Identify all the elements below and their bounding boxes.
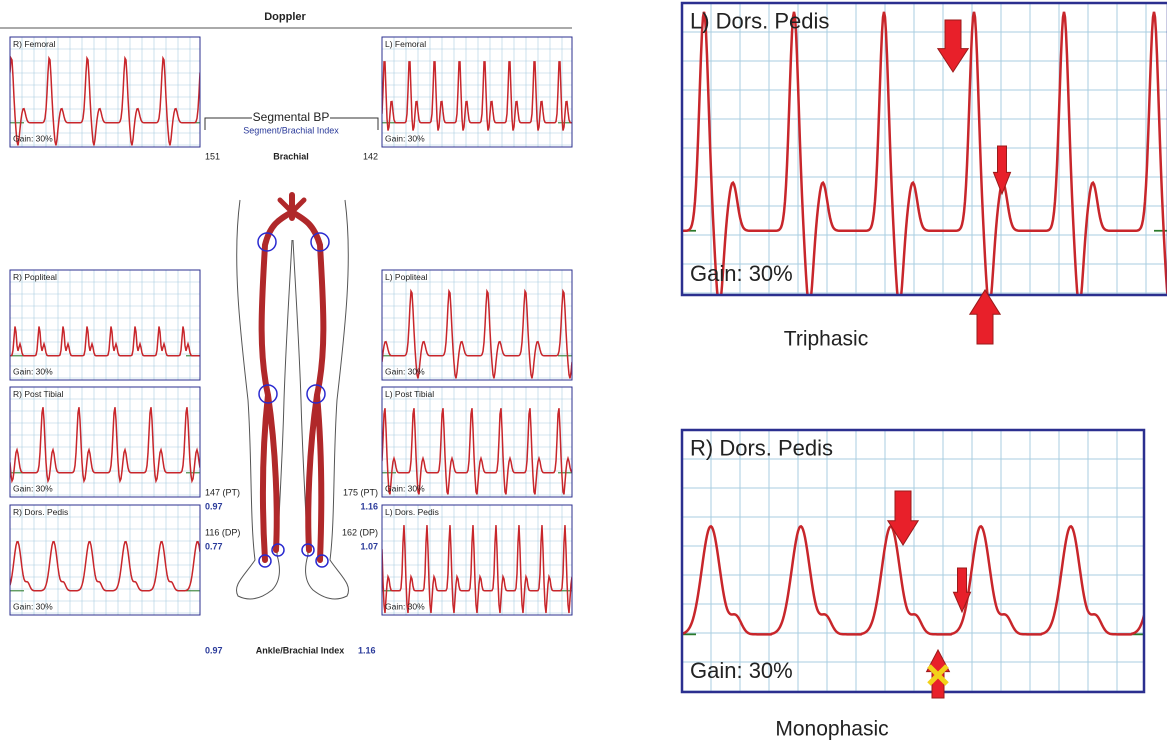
panel-body <box>10 387 200 497</box>
panel-label: L) Popliteal <box>385 272 428 282</box>
panel-label: L) Femoral <box>385 39 426 49</box>
panel-label: L) Dors. Pedis <box>690 9 829 34</box>
abi-label: Ankle/Brachial Index <box>256 645 345 655</box>
panel-label: R) Dors. Pedis <box>690 436 833 461</box>
waveform-panel: R) Popliteal Gain: 30% <box>10 270 200 380</box>
panel-bg <box>10 505 200 615</box>
waveform-panel: R) Dors. Pedis Gain: 30% <box>10 505 200 615</box>
example-caption: Monophasic <box>775 718 888 741</box>
example-caption: Triphasic <box>784 328 868 351</box>
panel-body <box>382 505 572 615</box>
panel-bg <box>682 3 1167 295</box>
panel-gain: Gain: 30% <box>13 367 53 377</box>
abi-left: 1.16 <box>358 645 376 655</box>
waveform-panel: L) Femoral Gain: 30% <box>382 37 572 147</box>
panel-body <box>10 270 200 380</box>
panel-bg <box>382 270 572 380</box>
panel-body <box>10 505 200 615</box>
panel-gain: Gain: 30% <box>385 602 425 612</box>
waveform-panel: L) Dors. Pedis Gain: 30% <box>682 3 1167 306</box>
arrow <box>970 290 1000 344</box>
right-pt: 147 (PT) <box>205 487 240 497</box>
header-title: Doppler <box>264 11 306 23</box>
left-dp-index: 1.07 <box>360 541 378 551</box>
page: Doppler Segmental BP Segment/Brachial In… <box>0 0 1167 745</box>
left-pt: 175 (PT) <box>343 487 378 497</box>
waveform-panel: R) Dors. Pedis Gain: 30% <box>682 430 1144 692</box>
panel-bg <box>10 387 200 497</box>
brachial-label: Brachial <box>273 151 309 161</box>
panel-label: R) Popliteal <box>13 272 57 282</box>
segmental-title: Segmental BP <box>253 110 330 124</box>
panel-body <box>382 270 572 380</box>
brachial-left: 142 <box>363 151 378 161</box>
panel-bg <box>682 430 1144 692</box>
panel-gain: Gain: 30% <box>13 484 53 494</box>
panel-label: R) Post Tibial <box>13 389 64 399</box>
right-pt-index: 0.97 <box>205 501 223 511</box>
waveform-panel: L) Dors. Pedis Gain: 30% <box>382 505 572 615</box>
brachial-right: 151 <box>205 151 220 161</box>
panel-label: R) Dors. Pedis <box>13 507 68 517</box>
legs-figure <box>236 200 348 599</box>
panel-label: R) Femoral <box>13 39 56 49</box>
panel-gain: Gain: 30% <box>690 261 793 286</box>
panel-body <box>382 37 572 147</box>
panel-body <box>682 430 1144 692</box>
left-dp: 162 (DP) <box>342 527 378 537</box>
panel-label: L) Dors. Pedis <box>385 507 439 517</box>
panel-gain: Gain: 30% <box>690 658 793 683</box>
right-dp-index: 0.77 <box>205 541 223 551</box>
panel-gain: Gain: 30% <box>13 602 53 612</box>
left-pt-index: 1.16 <box>360 501 378 511</box>
panel-gain: Gain: 30% <box>385 134 425 144</box>
panel-label: L) Post Tibial <box>385 389 434 399</box>
waveform-panel: L) Post Tibial Gain: 30% <box>382 387 572 497</box>
segmental-subtitle: Segment/Brachial Index <box>243 125 339 135</box>
panel-gain: Gain: 30% <box>385 367 425 377</box>
panel-gain: Gain: 30% <box>385 484 425 494</box>
right-dp: 116 (DP) <box>205 527 240 537</box>
abi-right: 0.97 <box>205 645 223 655</box>
panel-gain: Gain: 30% <box>13 134 53 144</box>
waveform-panel: R) Post Tibial Gain: 30% <box>10 387 200 497</box>
panel-body <box>10 37 200 147</box>
panel-bg <box>10 270 200 380</box>
panel-body <box>382 387 572 497</box>
waveform-panel: L) Popliteal Gain: 30% <box>382 270 572 380</box>
waveform-panel: R) Femoral Gain: 30% <box>10 37 200 147</box>
panel-bg <box>382 387 572 497</box>
